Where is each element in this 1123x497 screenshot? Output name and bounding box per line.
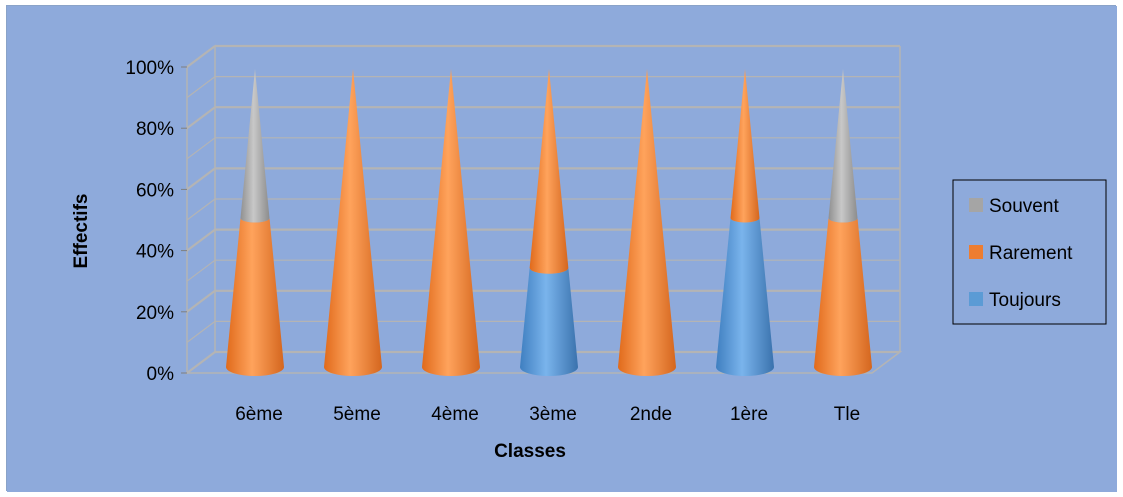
y-tick-label: 80% xyxy=(136,119,174,140)
x-tick-label: 1ère xyxy=(730,404,768,425)
gridline-side xyxy=(186,259,216,282)
cone-segment-souvent xyxy=(240,69,270,223)
gridline-side xyxy=(186,228,216,252)
cone xyxy=(716,69,774,376)
cones xyxy=(226,69,872,376)
cone-segment-rarement xyxy=(730,69,760,223)
x-tick-label: 6ème xyxy=(235,404,283,425)
gridline-side xyxy=(186,76,216,99)
y-axis-ticks: 0% 20% 40% 60% 80% 100% xyxy=(125,58,187,385)
chart-area: 0% 20% 40% 60% 80% 100% 6ème 5ème 4ème 3ème 2nde 1… xyxy=(6,5,1117,492)
gridline-side xyxy=(186,167,216,191)
x-tick-label: 3ème xyxy=(529,404,577,425)
legend-label-souvent: Souvent xyxy=(989,196,1059,217)
gridline-side xyxy=(186,137,216,160)
cone xyxy=(226,69,284,376)
x-tick-label: 5ème xyxy=(333,404,381,425)
y-tick-label: 60% xyxy=(136,180,174,201)
x-axis-ticks: 6ème 5ème 4ème 3ème 2nde 1ère Tle xyxy=(235,404,860,425)
cone xyxy=(324,69,382,376)
cone xyxy=(618,69,676,376)
x-tick-label: 4ème xyxy=(431,404,479,425)
cone-segment-toujours xyxy=(520,267,578,376)
cone xyxy=(520,69,578,376)
cone xyxy=(814,69,872,376)
cone-segment-souvent xyxy=(828,69,858,223)
y-tick-label: 0% xyxy=(147,364,175,385)
cone-segment-rarement xyxy=(529,69,569,274)
legend-swatch-toujours xyxy=(969,292,983,306)
gridline-side xyxy=(186,320,216,343)
gridline-side xyxy=(186,106,216,130)
legend-label-toujours: Toujours xyxy=(989,290,1061,311)
cone-segment-rarement xyxy=(814,218,872,376)
y-tick-label: 40% xyxy=(136,242,174,263)
cone-segment-rarement xyxy=(422,69,480,376)
x-tick-label: 2nde xyxy=(630,404,672,425)
y-tick-label: 100% xyxy=(125,58,174,79)
legend: Souvent Rarement Toujours xyxy=(952,179,1107,325)
gridline-side xyxy=(186,45,216,68)
y-axis-title: Effectifs xyxy=(71,194,92,269)
x-tick-label: Tle xyxy=(834,404,860,425)
x-axis-title: Classes xyxy=(494,441,566,462)
cone-segment-rarement xyxy=(324,69,382,376)
cone-chart: 0% 20% 40% 60% 80% 100% 6ème 5ème 4ème 3ème 2nde 1… xyxy=(7,6,1117,492)
cone-segment-rarement xyxy=(618,69,676,376)
y-tick-label: 20% xyxy=(136,303,174,324)
legend-swatch-rarement xyxy=(969,245,983,259)
cone xyxy=(422,69,480,376)
cone-segment-rarement xyxy=(226,218,284,376)
gridline-side xyxy=(186,198,216,221)
legend-label-rarement: Rarement xyxy=(989,243,1073,264)
legend-swatch-souvent xyxy=(969,198,983,212)
gridline-side xyxy=(186,351,216,374)
cone-segment-toujours xyxy=(716,218,774,376)
gridline-side xyxy=(186,289,216,313)
